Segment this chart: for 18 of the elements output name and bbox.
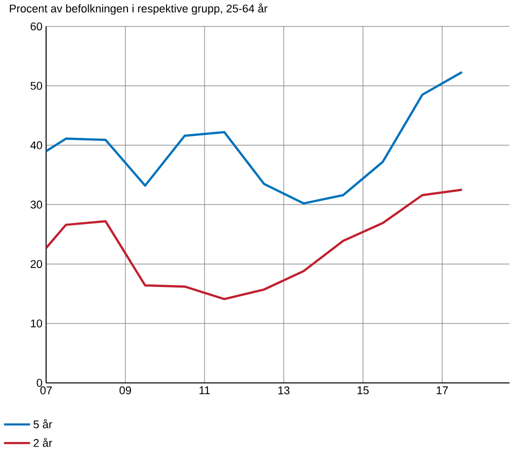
x-tick-label: 13 — [278, 386, 290, 394]
legend-label: 5 år — [34, 418, 52, 428]
y-tick-label: 50 — [30, 82, 42, 90]
x-tick-label: 07 — [40, 386, 52, 394]
x-tick-label: 17 — [436, 386, 448, 394]
chart-title: Procent av befolkningen i respektive grupp, 25-64 år — [10, 3, 268, 14]
y-tick-label: 40 — [30, 141, 42, 149]
line-series — [46, 70, 464, 204]
y-tick-label: 0 — [36, 378, 42, 387]
x-tick-label: 15 — [358, 386, 369, 394]
y-tick-label: 60 — [30, 22, 42, 30]
y-tick-label: 30 — [30, 200, 42, 208]
x-tick-label: 11 — [200, 386, 210, 394]
line-series — [46, 188, 464, 300]
y-tick-label: 10 — [30, 319, 42, 328]
legend-label: 2 år — [34, 438, 52, 447]
y-tick-label: 20 — [30, 260, 42, 268]
x-tick-label: 09 — [120, 386, 132, 394]
